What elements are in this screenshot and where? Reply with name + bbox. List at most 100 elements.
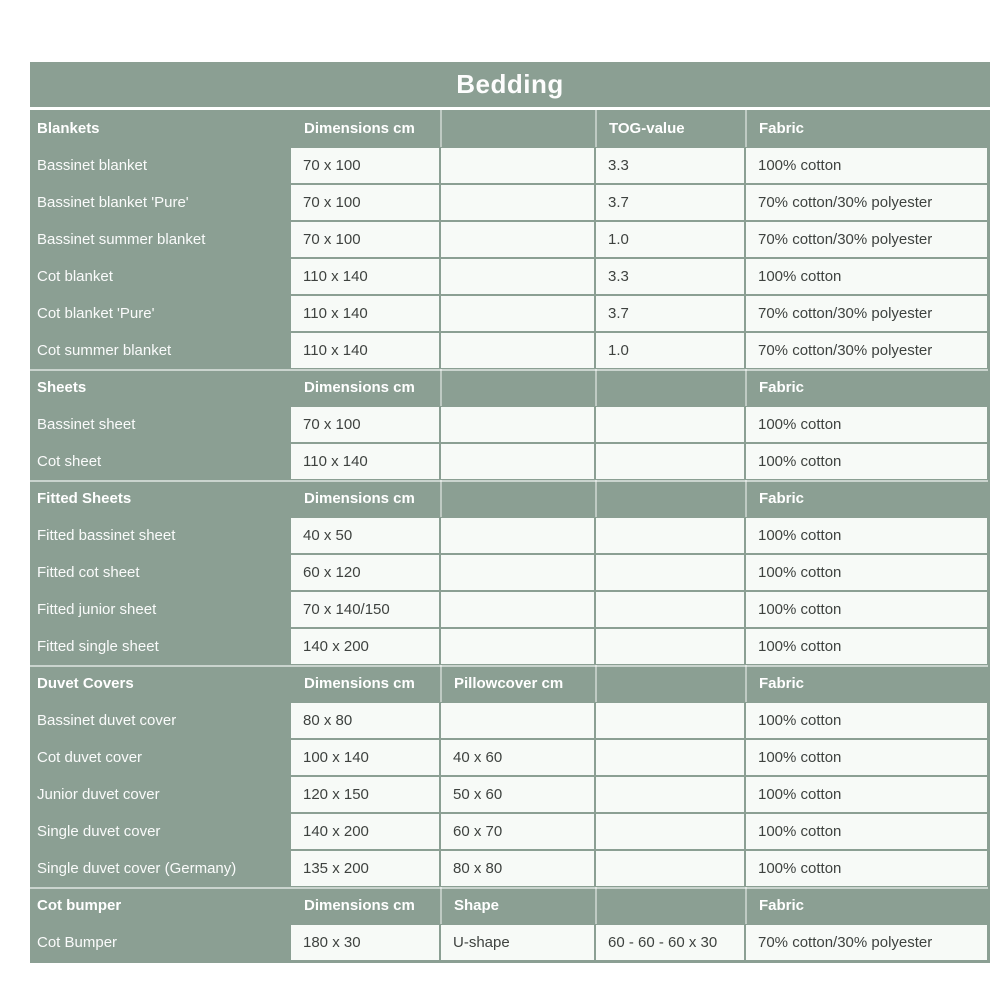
cell-fabric: 100% cotton xyxy=(746,740,987,775)
cell-col4 xyxy=(596,555,744,590)
cell-col4: 3.7 xyxy=(596,185,744,220)
table-row: Fitted junior sheet 70 x 140/150 100% cott… xyxy=(30,591,988,628)
column-header-empty xyxy=(595,665,745,702)
section-header-row-duvet-covers: Duvet Covers Dimensions cm Pillowcover cm F… xyxy=(30,665,988,702)
row-label: Fitted cot sheet xyxy=(37,564,140,581)
cell-dimensions: 70 x 100 xyxy=(291,148,439,183)
row-label: Cot summer blanket xyxy=(37,342,172,359)
column-header-fabric: Fabric xyxy=(745,480,988,517)
cell-col4 xyxy=(596,777,744,812)
cell-col3: 40 x 60 xyxy=(441,740,594,775)
cell-col3: U-shape xyxy=(441,925,594,960)
page-title: Bedding xyxy=(456,69,564,99)
cell-col4: 1.0 xyxy=(596,333,744,368)
cell-col4: 3.3 xyxy=(596,259,744,294)
cell-col3 xyxy=(441,407,594,442)
cell-dimensions: 70 x 100 xyxy=(291,222,439,257)
cell-dimensions: 140 x 200 xyxy=(291,629,439,664)
cell-fabric: 100% cotton xyxy=(746,851,987,886)
column-header-tog-value: TOG-value xyxy=(595,110,745,147)
cell-col3 xyxy=(441,629,594,664)
cell-dimensions: 110 x 140 xyxy=(291,296,439,331)
cell-col3 xyxy=(441,592,594,627)
section-header-row-sheets: Sheets Dimensions cm Fabric xyxy=(30,369,988,406)
bedding-spec-sheet: Bedding Blankets Dimensions cm TOG-value Fa… xyxy=(30,62,990,963)
cell-col3 xyxy=(441,148,594,183)
cell-col3: 80 x 80 xyxy=(441,851,594,886)
row-label: Single duvet cover xyxy=(37,823,161,840)
section-header-row-cot-bumper: Cot bumper Dimensions cm Shape Fabric xyxy=(30,887,988,924)
cell-fabric: 70% cotton/30% polyester xyxy=(746,925,987,960)
cell-fabric: 100% cotton xyxy=(746,407,987,442)
table-row: Cot blanket 110 x 140 3.3 100% cotton xyxy=(30,258,988,295)
table-row: Bassinet sheet 70 x 100 100% cotton xyxy=(30,406,988,443)
column-header-fabric: Fabric xyxy=(745,887,988,924)
table-row: Cot sheet 110 x 140 100% cotton xyxy=(30,443,988,480)
column-header-fabric: Fabric xyxy=(745,110,988,147)
cell-col4 xyxy=(596,518,744,553)
column-header-dimensions-cm: Dimensions cm xyxy=(304,120,415,137)
table-row: Cot duvet cover 100 x 140 40 x 60 100% cott… xyxy=(30,739,988,776)
row-label: Cot blanket xyxy=(37,268,113,285)
cell-col3 xyxy=(441,555,594,590)
column-header-empty xyxy=(595,480,745,517)
cell-fabric: 70% cotton/30% polyester xyxy=(746,185,987,220)
cell-col4: 3.7 xyxy=(596,296,744,331)
cell-col4: 60 - 60 - 60 x 30 xyxy=(596,925,744,960)
row-label: Fitted single sheet xyxy=(37,638,159,655)
cell-fabric: 100% cotton xyxy=(746,814,987,849)
table-row: Cot blanket 'Pure' 110 x 140 3.7 70% cotton… xyxy=(30,295,988,332)
row-label: Cot sheet xyxy=(37,453,102,470)
section-title: Blankets xyxy=(37,120,100,137)
table-row: Cot summer blanket 110 x 140 1.0 70% cotton… xyxy=(30,332,988,369)
cell-col4 xyxy=(596,407,744,442)
cell-col3 xyxy=(441,296,594,331)
row-label: Junior duvet cover xyxy=(37,786,160,803)
cell-dimensions: 40 x 50 xyxy=(291,518,439,553)
cell-fabric: 100% cotton xyxy=(746,148,987,183)
cell-col3 xyxy=(441,518,594,553)
cell-col4 xyxy=(596,740,744,775)
cell-col3 xyxy=(441,222,594,257)
column-header-dimensions-cm: Dimensions cm xyxy=(304,675,415,692)
cell-fabric: 100% cotton xyxy=(746,703,987,738)
table-row: Fitted single sheet 140 x 200 100% cotton xyxy=(30,628,988,665)
section-header-row-fitted-sheets: Fitted Sheets Dimensions cm Fabric xyxy=(30,480,988,517)
column-header-pillowcover-cm: Pillowcover cm xyxy=(440,665,595,702)
cell-col4 xyxy=(596,851,744,886)
cell-dimensions: 60 x 120 xyxy=(291,555,439,590)
cell-fabric: 100% cotton xyxy=(746,518,987,553)
bedding-table: Blankets Dimensions cm TOG-value Fabric Bass… xyxy=(30,110,990,963)
cell-dimensions: 80 x 80 xyxy=(291,703,439,738)
column-header-shape: Shape xyxy=(440,887,595,924)
cell-dimensions: 70 x 100 xyxy=(291,185,439,220)
cell-col4 xyxy=(596,592,744,627)
cell-dimensions: 70 x 100 xyxy=(291,407,439,442)
cell-dimensions: 135 x 200 xyxy=(291,851,439,886)
cell-col3 xyxy=(441,333,594,368)
table-row: Single duvet cover 140 x 200 60 x 70 100% c… xyxy=(30,813,988,850)
cell-dimensions: 110 x 140 xyxy=(291,444,439,479)
cell-col4: 3.3 xyxy=(596,148,744,183)
cell-col3 xyxy=(441,259,594,294)
column-header-dimensions-cm: Dimensions cm xyxy=(304,490,415,507)
column-header-empty xyxy=(440,480,595,517)
cell-col3 xyxy=(441,703,594,738)
cell-col4 xyxy=(596,814,744,849)
cell-col4: 1.0 xyxy=(596,222,744,257)
cell-col3 xyxy=(441,185,594,220)
cell-fabric: 70% cotton/30% polyester xyxy=(746,222,987,257)
table-row: Junior duvet cover 120 x 150 50 x 60 100% c… xyxy=(30,776,988,813)
table-row: Bassinet blanket 'Pure' 70 x 100 3.7 70% co… xyxy=(30,184,988,221)
section-title: Sheets xyxy=(37,379,87,396)
column-header-dimensions-cm: Dimensions cm xyxy=(304,897,415,914)
cell-fabric: 100% cotton xyxy=(746,259,987,294)
row-label: Cot blanket 'Pure' xyxy=(37,305,155,322)
cell-col3 xyxy=(441,444,594,479)
column-header-fabric: Fabric xyxy=(745,665,988,702)
section-title: Cot bumper xyxy=(37,897,122,914)
row-label: Fitted bassinet sheet xyxy=(37,527,176,544)
row-label: Fitted junior sheet xyxy=(37,601,157,618)
cell-dimensions: 110 x 140 xyxy=(291,333,439,368)
row-label: Cot duvet cover xyxy=(37,749,143,766)
